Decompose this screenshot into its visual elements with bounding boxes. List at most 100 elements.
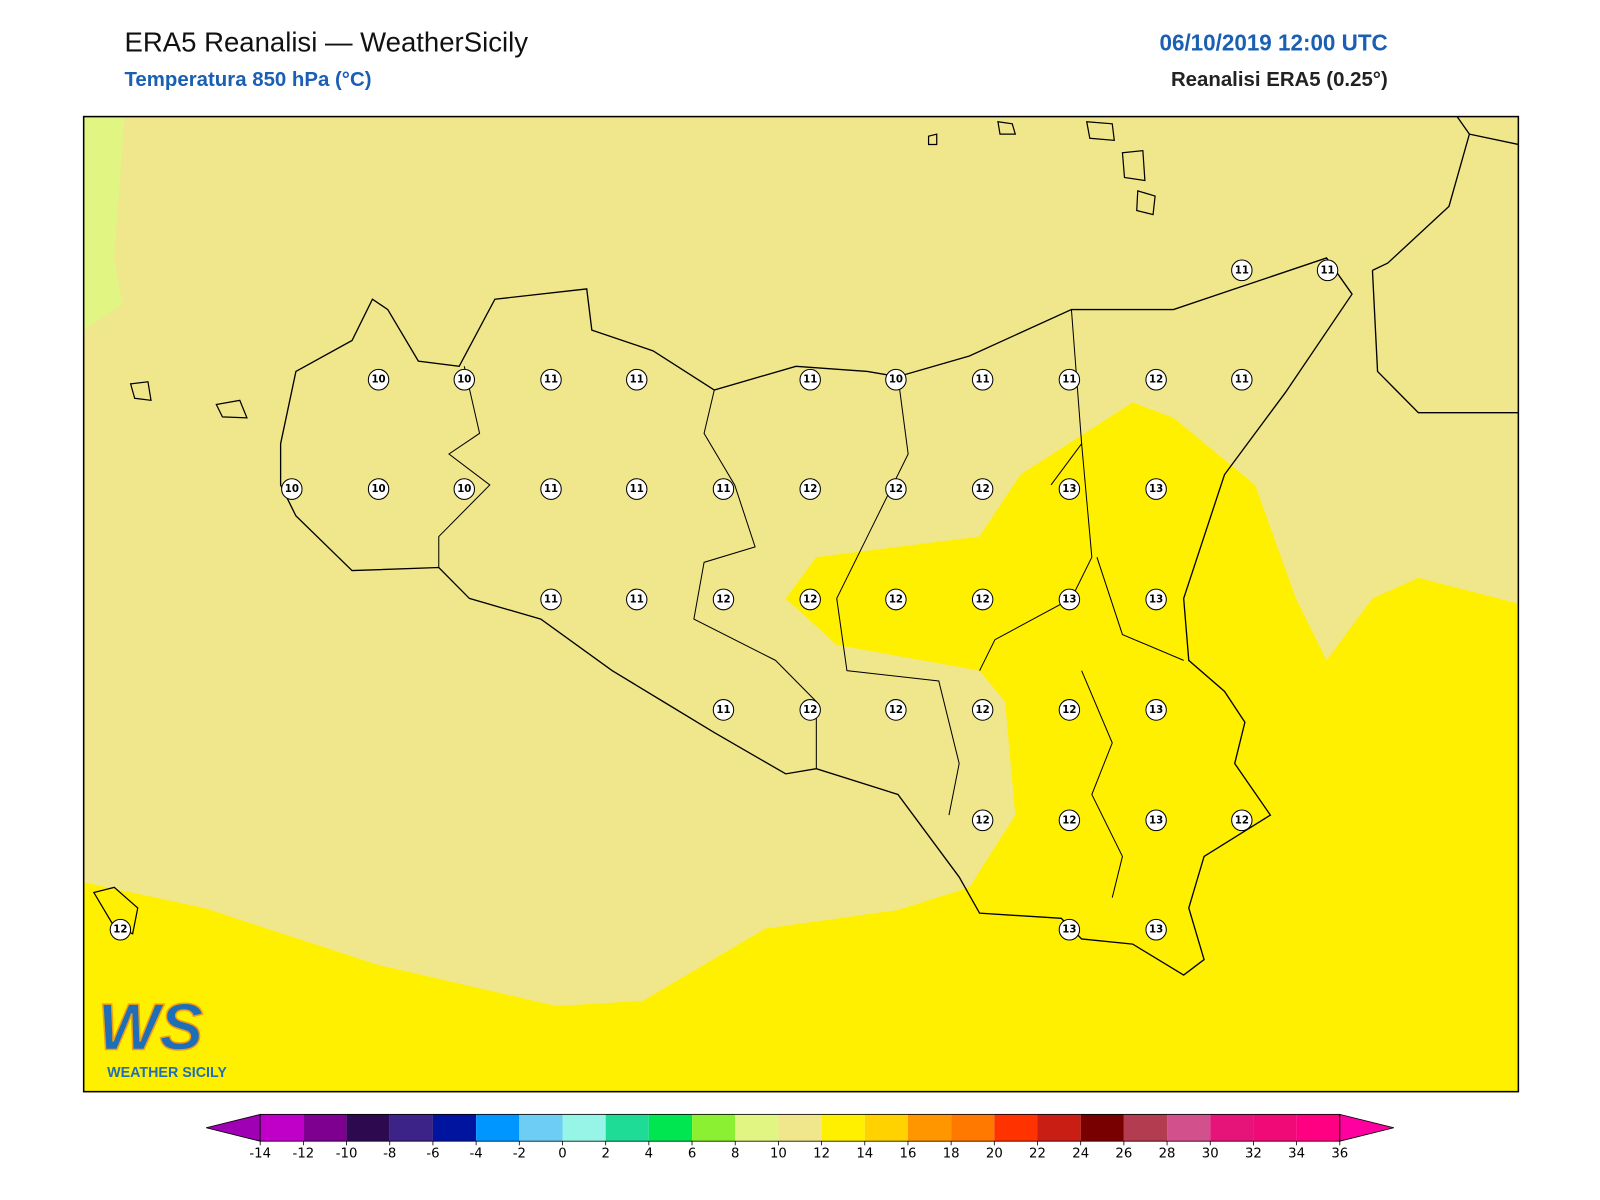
- station-value: 12: [1149, 374, 1163, 386]
- colorbar-frame: [259, 1113, 1341, 1142]
- station-value: 12: [1062, 704, 1076, 716]
- colorbar-extend-low: [206, 1113, 261, 1142]
- colorbar-tick-label: -14: [249, 1147, 271, 1162]
- station-value: 11: [544, 593, 558, 605]
- station-marker: [1145, 588, 1167, 611]
- station-value: 13: [1062, 924, 1076, 936]
- station-marker: [109, 918, 132, 941]
- colorbar-segment: [562, 1114, 606, 1142]
- station-marker: [1231, 259, 1253, 282]
- station: 11: [1316, 259, 1339, 282]
- station-marker: [1231, 809, 1253, 832]
- colorbar-extend-high: [1339, 1113, 1394, 1142]
- field-8-10: [83, 116, 125, 331]
- station: 13: [1145, 478, 1167, 500]
- station-marker: [799, 368, 821, 391]
- station: 12: [1058, 809, 1081, 832]
- station-marker: [453, 368, 475, 391]
- station-value: 11: [976, 374, 990, 386]
- colorbar-tick-label: -4: [470, 1147, 483, 1162]
- colorbar-tick-label: 20: [986, 1147, 1003, 1162]
- station-value: 12: [1062, 814, 1076, 826]
- colorbar-segment: [605, 1114, 649, 1142]
- colorbar-tick-label: 16: [900, 1147, 917, 1162]
- colorbar-segment: [821, 1114, 865, 1142]
- colorbar-tick-label: 30: [1202, 1147, 1219, 1162]
- title: ERA5 Reanalisi — WeatherSicily: [124, 27, 528, 58]
- station: 13: [1145, 918, 1167, 941]
- station-marker: [799, 588, 821, 611]
- station-value: 12: [976, 593, 990, 605]
- colorbar-segment: [951, 1114, 995, 1142]
- station-marker: [453, 478, 475, 500]
- colorbar-segment: [648, 1114, 693, 1142]
- station-value: 11: [1235, 264, 1249, 276]
- colorbar-tick-label: 22: [1029, 1147, 1046, 1162]
- station-value: 12: [803, 593, 817, 605]
- station-marker: [971, 809, 994, 832]
- station: 11: [540, 368, 562, 391]
- station-marker: [885, 368, 907, 391]
- station: 13: [1058, 918, 1081, 941]
- station-marker: [885, 699, 907, 721]
- source: Reanalisi ERA5 (0.25°): [1171, 68, 1388, 91]
- map-area: [82, 115, 1520, 1093]
- colorbar-tick-label: 26: [1115, 1147, 1132, 1162]
- station-value: 11: [630, 483, 644, 495]
- station-marker: [1058, 699, 1081, 721]
- colorbar-tick-label: 32: [1245, 1147, 1262, 1162]
- station: 12: [1231, 809, 1253, 832]
- station-marker: [971, 478, 994, 500]
- station-marker: [799, 478, 821, 500]
- station-marker: [971, 368, 994, 391]
- colorbar-segment: [1167, 1114, 1211, 1142]
- station-value: 11: [716, 704, 730, 716]
- colorbar-tick-label: 28: [1159, 1147, 1176, 1162]
- colorbar-tick-label: 18: [943, 1147, 960, 1162]
- station-value: 12: [1235, 814, 1249, 826]
- station: 13: [1058, 478, 1081, 500]
- station: 13: [1145, 588, 1167, 611]
- station: 11: [799, 368, 821, 391]
- colorbar-segment: [260, 1114, 304, 1142]
- colorbar-segment: [1296, 1114, 1340, 1142]
- station: 11: [1231, 368, 1253, 391]
- station: 12: [799, 478, 821, 500]
- station-value: 12: [803, 704, 817, 716]
- colorbar-tick-label: 2: [601, 1147, 609, 1162]
- station: 12: [971, 809, 994, 832]
- station-value: 12: [889, 593, 903, 605]
- colorbar-segment: [1037, 1114, 1081, 1142]
- station: 10: [367, 478, 390, 500]
- station: 12: [971, 588, 994, 611]
- colorbar-tick-label: 24: [1072, 1147, 1089, 1162]
- colorbar-segment: [346, 1114, 390, 1142]
- station: 12: [712, 588, 735, 611]
- colorbar-segment: [907, 1114, 952, 1142]
- station-marker: [885, 588, 907, 611]
- station-marker: [281, 478, 303, 500]
- station-marker: [626, 368, 648, 391]
- station: 11: [971, 368, 994, 391]
- map-frame: [82, 115, 1520, 1093]
- datetime: 06/10/2019 12:00 UTC: [1159, 30, 1387, 55]
- islands: [92, 121, 1156, 935]
- station-value: 10: [371, 374, 385, 386]
- station: 13: [1145, 809, 1167, 832]
- station-value: 12: [889, 704, 903, 716]
- station-value: 13: [1149, 483, 1163, 495]
- station: 10: [885, 368, 907, 391]
- colorbar-segment: [1253, 1114, 1297, 1142]
- colorbar-tick-label: 34: [1288, 1147, 1305, 1162]
- station-marker: [1058, 368, 1081, 391]
- station-marker: [367, 368, 390, 391]
- colorbar-tick-label: 0: [558, 1147, 566, 1162]
- station: 12: [971, 699, 994, 721]
- station: 10: [367, 368, 390, 391]
- colorbar-segment: [1210, 1114, 1254, 1142]
- station-marker: [1058, 478, 1081, 500]
- logo-name: WEATHER SICILY: [107, 1065, 227, 1081]
- station-value: 12: [889, 483, 903, 495]
- colorbar-tick-label: 6: [688, 1147, 696, 1162]
